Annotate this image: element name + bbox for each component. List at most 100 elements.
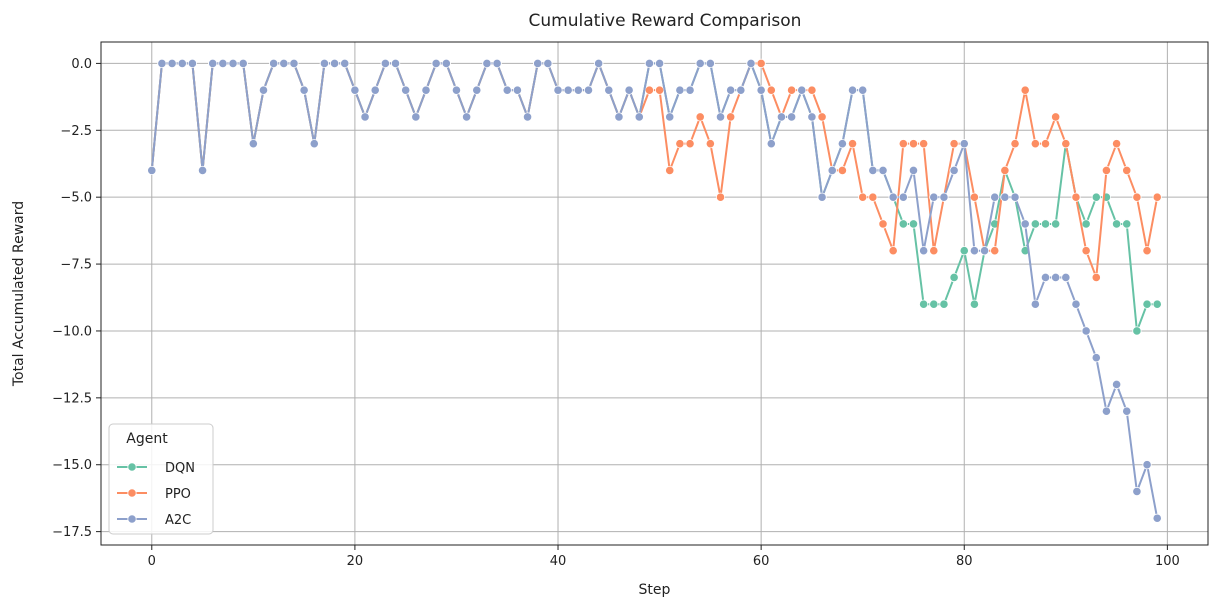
data-point-a2c: [248, 139, 258, 149]
data-point-a2c: [1142, 460, 1152, 470]
data-point-a2c: [269, 58, 279, 69]
data-point-ppo: [1152, 192, 1162, 202]
data-point-a2c: [614, 112, 624, 122]
data-point-ppo: [675, 139, 685, 149]
data-point-ppo: [1091, 272, 1101, 283]
data-point-ppo: [644, 85, 655, 95]
data-point-dqn: [1132, 326, 1142, 336]
data-point-ppo: [1071, 192, 1081, 202]
x-tick-label: 60: [753, 554, 770, 569]
data-point-a2c: [766, 139, 776, 149]
data-point-a2c: [604, 85, 614, 95]
data-point-ppo: [654, 85, 665, 95]
data-point-a2c: [258, 85, 269, 95]
y-tick-label: −15.0: [52, 458, 92, 473]
data-point-a2c: [421, 85, 431, 95]
data-point-a2c: [868, 165, 878, 176]
data-point-ppo: [1040, 139, 1051, 149]
data-point-a2c: [1152, 513, 1162, 523]
data-point-ppo: [1101, 165, 1112, 176]
data-point-ppo: [787, 85, 797, 95]
data-point-a2c: [634, 112, 644, 122]
series-ppo: [147, 58, 1162, 283]
data-point-dqn: [1122, 219, 1132, 229]
data-point-a2c: [847, 85, 858, 95]
data-point-a2c: [441, 58, 451, 69]
data-point-a2c: [919, 246, 929, 256]
data-point-a2c: [939, 192, 949, 202]
data-point-a2c: [1040, 272, 1051, 283]
data-point-a2c: [787, 112, 797, 122]
data-point-a2c: [675, 85, 685, 95]
data-point-a2c: [431, 58, 441, 69]
data-point-a2c: [817, 192, 827, 202]
data-point-a2c: [157, 58, 167, 69]
data-point-a2c: [187, 58, 198, 69]
data-point-a2c: [969, 246, 980, 256]
data-point-a2c: [522, 112, 533, 122]
data-point-ppo: [695, 112, 705, 122]
data-point-a2c: [1030, 299, 1040, 309]
data-point-a2c: [401, 85, 411, 95]
data-point-a2c: [340, 58, 350, 69]
data-point-a2c: [959, 139, 969, 149]
data-point-a2c: [451, 85, 462, 95]
data-point-a2c: [482, 58, 492, 69]
data-point-ppo: [969, 192, 980, 202]
data-point-a2c: [553, 85, 563, 95]
data-point-a2c: [736, 85, 746, 95]
data-point-ppo: [756, 58, 766, 69]
data-point-a2c: [1091, 353, 1101, 363]
data-point-dqn: [1091, 192, 1101, 202]
data-point-a2c: [908, 165, 919, 176]
data-point-ppo: [868, 192, 878, 202]
data-point-a2c: [1081, 326, 1091, 336]
data-point-ppo: [990, 246, 1000, 256]
data-point-dqn: [1040, 219, 1051, 229]
data-point-ppo: [878, 219, 888, 229]
data-point-a2c: [197, 165, 208, 176]
data-point-a2c: [837, 139, 847, 149]
data-point-dqn: [1111, 219, 1122, 229]
data-point-ppo: [898, 139, 908, 149]
data-point-a2c: [309, 139, 319, 149]
data-point-a2c: [888, 192, 898, 202]
data-point-ppo: [807, 85, 817, 95]
data-point-a2c: [594, 58, 604, 69]
data-point-a2c: [644, 58, 655, 69]
data-point-ppo: [858, 192, 868, 202]
x-axis-label: Step: [639, 582, 671, 598]
data-point-ppo: [766, 85, 776, 95]
data-point-a2c: [695, 58, 705, 69]
data-point-ppo: [705, 139, 715, 149]
data-point-a2c: [228, 58, 238, 69]
data-point-dqn: [1030, 219, 1040, 229]
data-point-ppo: [1061, 139, 1071, 149]
data-point-a2c: [167, 58, 177, 69]
data-point-a2c: [147, 165, 157, 176]
y-tick-label: −17.5: [52, 525, 92, 540]
data-point-a2c: [665, 112, 675, 122]
data-point-ppo: [1081, 246, 1091, 256]
data-point-dqn: [969, 299, 980, 309]
legend-label-ppo: PPO: [165, 487, 191, 502]
plot-frame: [100, 41, 1209, 546]
data-point-ppo: [685, 139, 695, 149]
data-point-ppo: [1030, 139, 1040, 149]
legend-swatch-marker: [127, 514, 137, 524]
data-point-a2c: [1051, 272, 1061, 283]
data-point-ppo: [888, 246, 898, 256]
data-point-dqn: [959, 246, 969, 256]
y-tick-label: −10.0: [52, 324, 92, 339]
data-point-a2c: [1132, 486, 1142, 497]
data-point-a2c: [583, 85, 594, 95]
data-point-a2c: [238, 58, 248, 69]
data-point-a2c: [279, 58, 289, 69]
data-point-ppo: [1051, 112, 1061, 122]
data-point-a2c: [1061, 272, 1071, 283]
data-point-ppo: [1010, 139, 1020, 149]
data-point-a2c: [858, 85, 868, 95]
data-point-dqn: [1051, 219, 1061, 229]
data-point-ppo: [817, 112, 827, 122]
